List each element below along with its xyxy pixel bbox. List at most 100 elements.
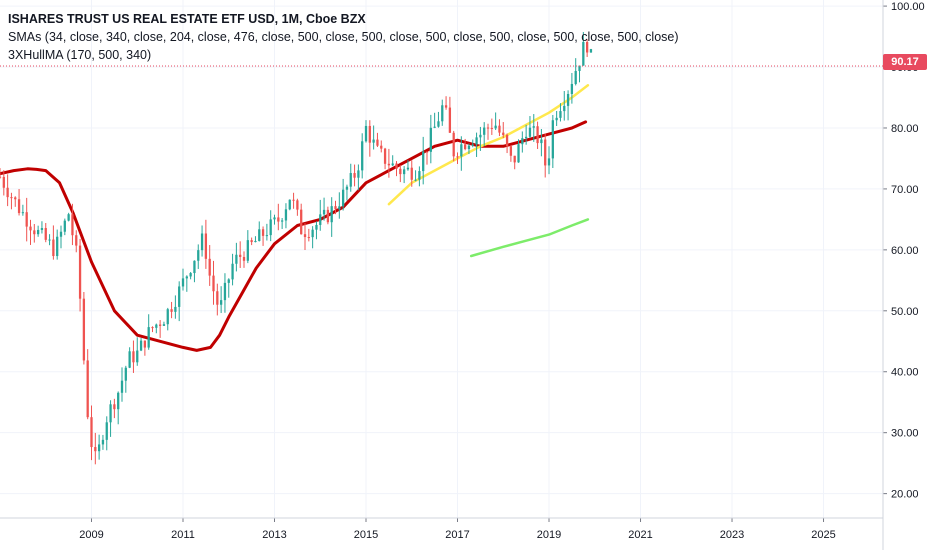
candle-body: [585, 42, 589, 53]
candle-body: [273, 217, 276, 220]
candle-body: [292, 199, 295, 201]
candle-body: [467, 145, 471, 150]
candle-body: [6, 187, 9, 198]
candle-body: [380, 145, 383, 149]
y-tick-label: 20.00: [891, 489, 919, 501]
sma-legend: SMAs (34, close, 340, close, 204, close,…: [8, 30, 679, 44]
candle-body: [223, 282, 227, 301]
candle-body: [216, 291, 219, 305]
candle-body: [158, 324, 162, 326]
x-tick-label: 2011: [171, 529, 195, 541]
y-tick-label: 100.00: [891, 1, 925, 13]
candle-body: [174, 306, 177, 312]
candle-body: [82, 298, 86, 361]
candle-body: [483, 127, 486, 135]
candle-body: [178, 286, 181, 307]
candle-body: [441, 105, 444, 122]
candle-body: [414, 179, 417, 181]
candle-body: [463, 144, 467, 150]
candle-body: [101, 439, 105, 445]
x-tick-label: 2019: [537, 529, 561, 541]
candle-body: [242, 256, 246, 261]
candle-body: [334, 206, 337, 210]
candle-body: [56, 236, 59, 257]
candle-body: [475, 137, 478, 145]
candle-body: [235, 254, 238, 264]
candle-body: [219, 300, 223, 305]
candle-body: [326, 209, 330, 223]
candle-body: [227, 279, 230, 283]
candle-body: [479, 134, 482, 138]
candle-body: [490, 127, 493, 129]
candle-body: [231, 263, 234, 280]
candle-body: [433, 126, 436, 128]
candle-body: [368, 125, 371, 143]
candle-body: [574, 70, 577, 84]
candle-body: [67, 214, 70, 221]
candle-body: [524, 136, 528, 139]
y-tick-label: 30.00: [891, 428, 919, 440]
candle-body: [59, 231, 63, 237]
candle-body: [410, 167, 413, 180]
candle-body: [547, 158, 551, 166]
candle-body: [460, 144, 463, 157]
candle-body: [21, 212, 25, 214]
candle-body: [189, 273, 192, 277]
candle-body: [277, 217, 280, 222]
candle-body: [422, 151, 425, 172]
candle-body: [456, 156, 459, 158]
candle-body: [166, 309, 169, 325]
y-tick-label: 80.00: [891, 123, 919, 135]
candle-body: [300, 209, 303, 235]
candle-body: [52, 239, 55, 257]
candle-body: [566, 93, 570, 106]
candle-body: [14, 197, 17, 200]
candle-body: [471, 144, 474, 146]
candle-body: [78, 245, 82, 299]
candle-body: [136, 350, 139, 363]
candle-body: [383, 148, 387, 164]
candle-body: [582, 42, 585, 66]
candle-body: [10, 197, 13, 199]
candle-body: [498, 125, 501, 133]
moving-average-line: [469, 218, 590, 258]
candle-body: [418, 171, 421, 180]
candles: [0, 32, 593, 465]
candle-body: [517, 144, 520, 163]
candle-body: [353, 173, 356, 178]
candle-body: [128, 351, 131, 368]
candle-body: [540, 139, 543, 144]
candle-body: [563, 105, 566, 112]
candle-body: [570, 83, 574, 94]
candle-body: [155, 324, 158, 328]
candle-body: [90, 417, 93, 448]
y-tick-label: 50.00: [891, 306, 919, 318]
candle-body: [349, 173, 352, 187]
candle-body: [307, 237, 310, 239]
candle-body: [345, 186, 349, 190]
candle-body: [124, 367, 127, 381]
candle-body: [578, 65, 581, 71]
x-tick-label: 2015: [354, 529, 378, 541]
candle-body: [330, 206, 333, 223]
candle-body: [338, 206, 341, 210]
candle-body: [33, 230, 36, 235]
candle-body: [376, 139, 379, 146]
candle-body: [296, 200, 299, 210]
candle-body: [86, 360, 89, 418]
candle-body: [181, 278, 185, 287]
candle-body: [315, 224, 318, 230]
candle-body: [341, 189, 345, 207]
candle-body: [239, 254, 242, 257]
candle-body: [502, 132, 505, 136]
candle-body: [29, 226, 32, 231]
candle-body: [364, 125, 368, 142]
candle-body: [162, 324, 166, 326]
candle-body: [94, 447, 97, 452]
candle-body: [532, 126, 535, 128]
candle-body: [208, 258, 211, 276]
candle-body: [75, 235, 78, 246]
x-tick-label: 2013: [262, 529, 286, 541]
